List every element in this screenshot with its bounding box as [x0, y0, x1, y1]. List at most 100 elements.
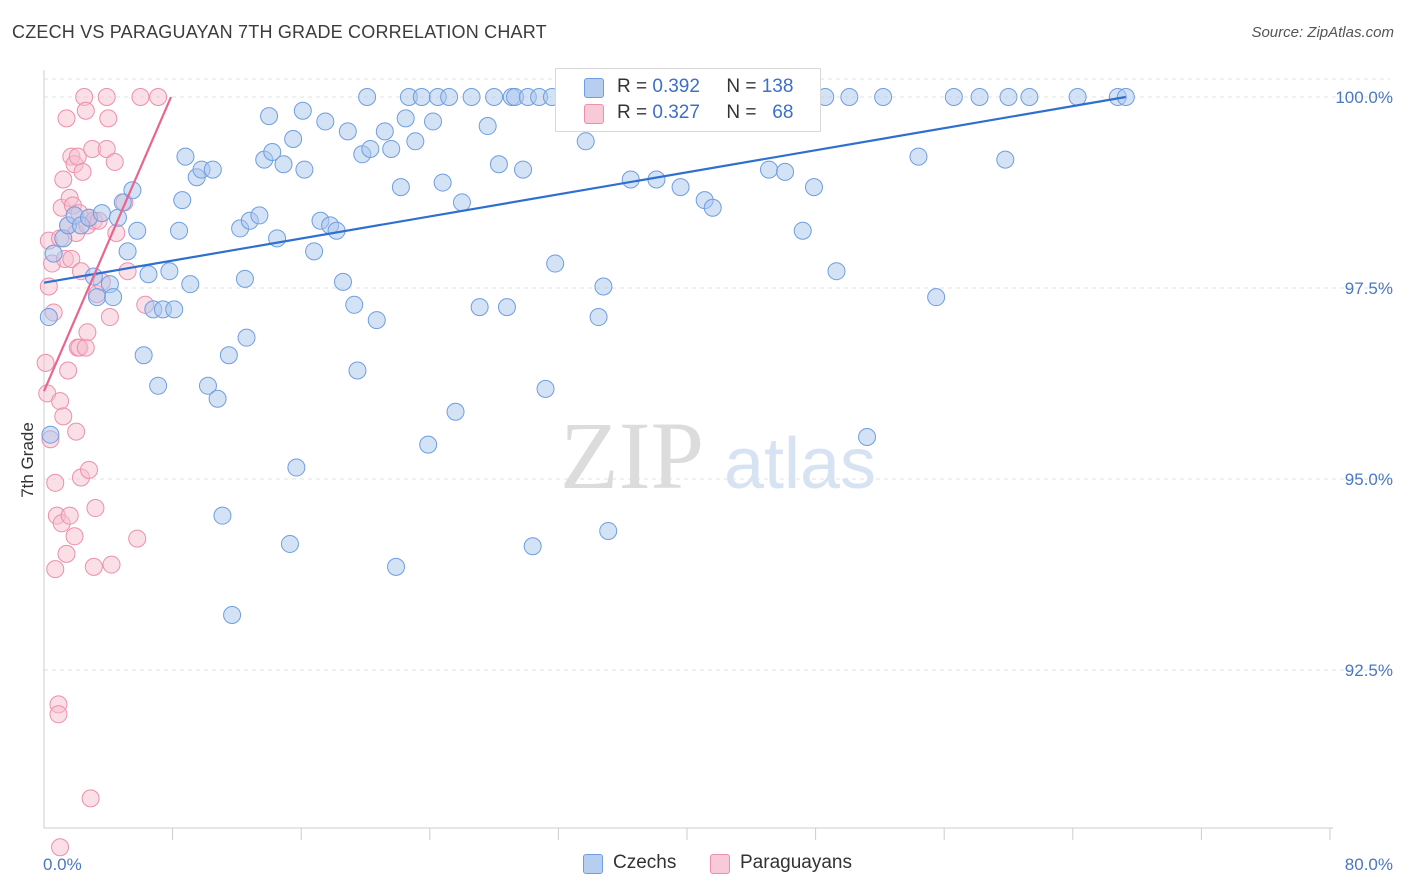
czechs-n-value: 138 — [761, 76, 794, 97]
paraguayans-point — [51, 838, 70, 857]
paraguayans-stats: R = 0.327 N = 68 — [617, 102, 793, 124]
czechs-point — [599, 521, 618, 540]
czechs-point — [462, 88, 481, 106]
czechs-point — [333, 272, 352, 291]
czechs-point — [139, 265, 158, 284]
czechs-point — [470, 298, 489, 317]
czechs-point — [293, 101, 312, 120]
watermark: ZIP atlas — [560, 402, 876, 509]
paraguayans-point — [81, 789, 100, 808]
czechs-point — [134, 346, 153, 365]
czechs-point — [387, 557, 406, 576]
paraguayans-series — [36, 88, 168, 857]
paraguayans-point — [131, 88, 150, 106]
paraguayans-point — [80, 460, 99, 479]
czechs-point — [104, 288, 123, 307]
czechs-point — [213, 506, 232, 525]
paraguayans-point — [65, 527, 84, 546]
czechs-point — [424, 112, 443, 131]
czechs-point — [176, 147, 195, 166]
czechs-swatch — [584, 78, 604, 98]
paraguayans-point — [100, 308, 119, 327]
y-tick-label: 95.0% — [1345, 470, 1393, 489]
paraguayans-r-label: R = — [617, 102, 648, 123]
czechs-point — [440, 88, 459, 106]
czechs-point — [358, 88, 377, 106]
czechs-point — [287, 458, 306, 477]
paraguayans-point — [86, 499, 105, 518]
y-tick-label: 92.5% — [1345, 661, 1393, 680]
paraguayans-point — [99, 109, 118, 128]
paraguayans-point — [97, 88, 116, 106]
czechs-point — [621, 170, 640, 189]
paraguayans-point — [78, 323, 97, 342]
czechs-point — [208, 389, 227, 408]
paraguayans-point — [84, 557, 103, 576]
watermark-zip: ZIP — [560, 402, 704, 509]
paraguayans-point — [46, 560, 65, 579]
czechs-point — [88, 288, 107, 307]
paraguayans-point — [97, 139, 116, 158]
czechs-point — [92, 204, 111, 223]
paraguayans-point — [51, 392, 70, 411]
y-axis-label: 7th Grade — [18, 422, 37, 498]
x-tick-label-min: 0.0% — [43, 855, 82, 874]
czechs-point — [446, 402, 465, 421]
czechs-point — [361, 139, 380, 158]
czechs-point — [235, 269, 254, 288]
czechs-point — [44, 244, 63, 263]
czechs-point — [118, 242, 137, 261]
czechs-point — [198, 376, 217, 395]
czechs-point — [909, 147, 928, 166]
y-tick-label: 100.0% — [1335, 88, 1393, 107]
czechs-point — [776, 162, 795, 181]
paraguayans-legend-label: Paraguayans — [740, 852, 852, 873]
paraguayans-point — [46, 473, 65, 492]
czechs-point — [274, 155, 293, 174]
czechs-point — [375, 122, 394, 141]
czechs-point — [237, 328, 256, 347]
czechs-point — [223, 605, 242, 624]
paraguayans-point — [67, 422, 86, 441]
watermark-atlas: atlas — [724, 424, 876, 504]
czechs-point — [671, 178, 690, 197]
paraguayans-r-value: 0.327 — [652, 102, 700, 123]
czechs-point — [367, 311, 386, 330]
czechs-point — [419, 435, 438, 454]
czechs-point — [382, 139, 401, 158]
czechs-point — [39, 308, 58, 327]
czechs-point — [840, 88, 859, 106]
czechs-point — [391, 178, 410, 197]
czechs-point — [260, 107, 279, 126]
paraguayans-legend-swatch — [710, 854, 730, 874]
paraguayans-point — [57, 109, 76, 128]
czechs-point — [128, 221, 147, 240]
y-tick-labels: 92.5% 95.0% 97.5% 100.0% — [1335, 88, 1393, 680]
paraguayans-swatch — [584, 104, 604, 124]
czechs-point — [793, 221, 812, 240]
czechs-point — [970, 88, 989, 106]
czechs-stats: R = 0.392 N = 138 — [617, 76, 793, 98]
paraguayans-point — [76, 101, 95, 120]
czechs-point — [203, 160, 222, 179]
czechs-point — [280, 534, 299, 553]
czechs-point — [858, 427, 877, 446]
czechs-point — [594, 277, 613, 296]
czechs-point — [703, 198, 722, 217]
czechs-point — [41, 425, 60, 444]
czechs-point — [305, 242, 324, 261]
trendlines — [42, 95, 1127, 392]
czechs-point — [804, 178, 823, 197]
czechs-n-label: N = — [726, 76, 757, 97]
czechs-legend-label: Czechs — [613, 852, 677, 873]
czechs-point — [589, 308, 608, 327]
paraguayans-point — [73, 162, 92, 181]
czechs-trendline — [43, 95, 1127, 284]
paraguayans-point — [102, 555, 121, 574]
paraguayans-point — [149, 88, 168, 106]
czechs-point — [345, 295, 364, 314]
czechs-point — [996, 150, 1015, 169]
czechs-series — [39, 88, 1135, 624]
paraguayans-n-label: N = — [726, 102, 757, 123]
